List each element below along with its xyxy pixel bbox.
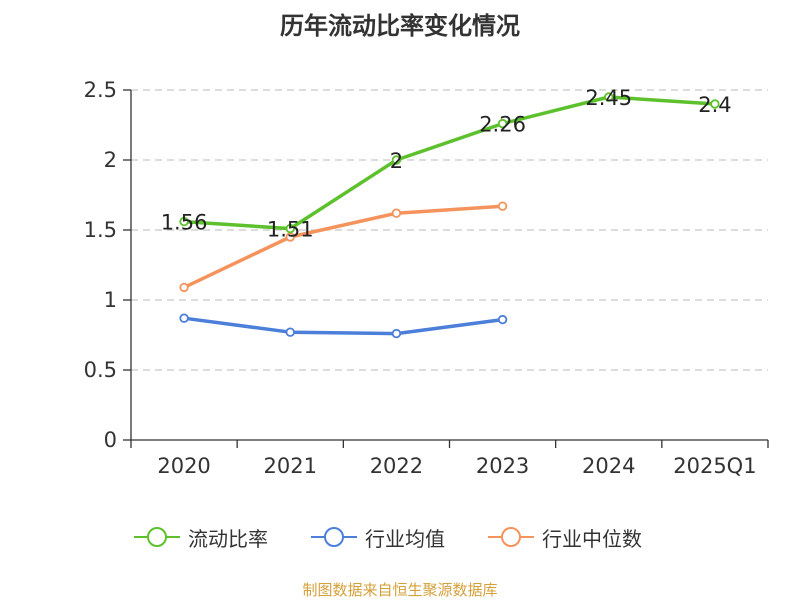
legend-marker-icon [311, 527, 357, 547]
x-tick-label: 2025Q1 [673, 454, 756, 478]
y-tick-label: 1 [104, 288, 117, 312]
data-point [497, 314, 508, 325]
legend-item-industry-median[interactable]: 行业中位数 [488, 519, 642, 555]
data-point [497, 118, 508, 129]
series-line-2 [182, 204, 505, 290]
legend-label: 流动比率 [188, 526, 268, 551]
data-point [391, 328, 402, 339]
legend-item-industry-mean[interactable]: 行业均值 [311, 519, 445, 555]
y-tick-label: 2 [104, 148, 117, 172]
x-tick-label: 2020 [157, 454, 210, 478]
legend: 流动比率 行业均值 行业中位数 [0, 519, 800, 555]
data-point [497, 201, 508, 211]
series-lines [179, 92, 720, 339]
data-label: 1.56 [161, 211, 208, 235]
x-tick-label: 2022 [370, 454, 423, 478]
series-line-0 [182, 95, 717, 231]
grid-lines [131, 89, 768, 371]
x-tick-label: 2024 [582, 454, 635, 478]
data-label: 2 [390, 149, 403, 173]
source-note: 制图数据来自恒生聚源数据库 [302, 581, 498, 599]
legend-marker-icon [134, 527, 180, 547]
data-label: 2.26 [479, 113, 526, 137]
y-tick-label: 2.5 [84, 78, 117, 102]
y-tick-label: 0 [104, 428, 117, 452]
data-point [285, 327, 295, 337]
data-point [391, 208, 402, 218]
data-label: 1.51 [267, 218, 314, 242]
axes: 0 0.5 1 1.5 2 2.5 2020 2021 2022 2023 2024 2025Q1 [84, 78, 769, 478]
series-line-1 [182, 316, 505, 336]
x-tick-label: 2023 [476, 454, 529, 478]
data-label: 2.45 [585, 86, 632, 110]
chart-title: 历年流动比率变化情况 [280, 12, 520, 40]
data-point [179, 313, 189, 323]
data-point [285, 223, 295, 234]
legend-label: 行业中位数 [542, 526, 642, 551]
data-point [179, 216, 189, 227]
legend-item-current-ratio[interactable]: 流动比率 [134, 519, 268, 555]
data-point [604, 92, 614, 102]
data-point [391, 155, 402, 165]
data-point [710, 99, 720, 109]
data-point [179, 282, 189, 293]
y-tick-label: 1.5 [84, 218, 117, 242]
legend-label: 行业均值 [365, 526, 445, 551]
data-labels: 1.56 1.51 2 2.26 2.45 2.4 [161, 86, 732, 242]
data-label: 2.4 [698, 93, 731, 117]
y-tick-label: 0.5 [84, 358, 117, 382]
x-tick-label: 2021 [264, 454, 317, 478]
legend-marker-icon [488, 527, 534, 547]
